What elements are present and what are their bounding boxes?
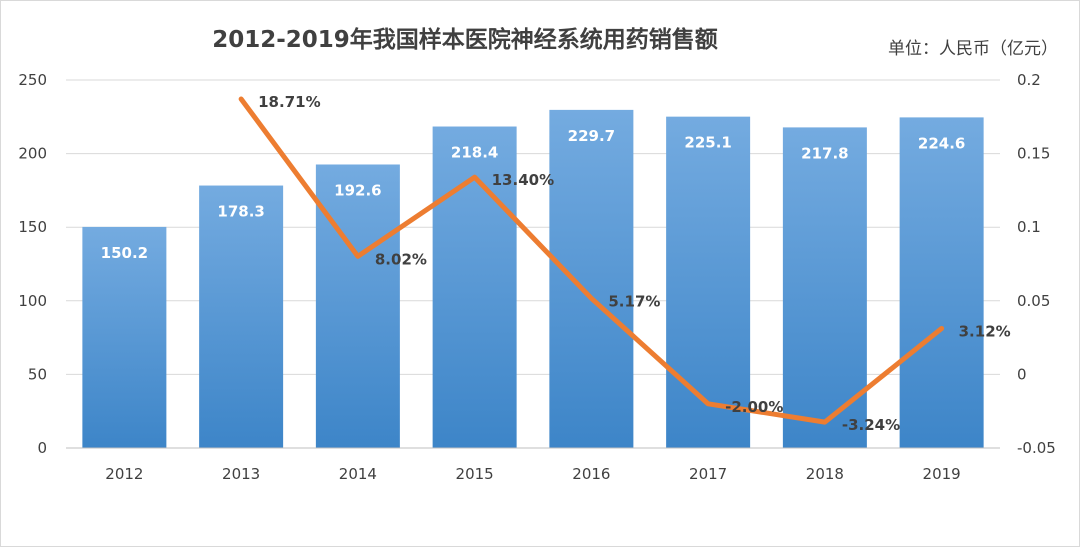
x-tick-label: 2015 — [456, 465, 494, 483]
line-data-label: 18.71% — [258, 93, 320, 111]
y-left-tick-label: 200 — [18, 145, 47, 163]
y-left-tick-label: 100 — [18, 292, 47, 310]
bar-data-label: 224.6 — [918, 134, 965, 152]
y-right-tick-label: 0.15 — [1017, 145, 1050, 163]
bar — [315, 164, 400, 448]
y-left-tick-label: 150 — [18, 218, 47, 236]
line-data-label: -2.00% — [725, 398, 783, 416]
bar — [899, 117, 984, 449]
bar-series: 150.2 178.3 192.6 218.4 229.7 225.1 217.8 224.6 — [82, 109, 984, 449]
bar-data-label: 217.8 — [801, 144, 848, 162]
x-tick-label: 2018 — [806, 465, 844, 483]
x-tick-label: 2017 — [689, 465, 727, 483]
bar-data-label: 218.4 — [451, 144, 498, 162]
y-right-tick-label: 0.1 — [1017, 218, 1041, 236]
chart-title: 2012-2019年我国样本医院神经系统用药销售额 — [212, 27, 718, 53]
unit-label: 单位：人民币（亿元） — [888, 39, 1058, 59]
bar — [666, 116, 751, 448]
x-tick-label: 2014 — [339, 465, 377, 483]
line-data-label: 13.40% — [492, 171, 554, 189]
x-tick-label: 2016 — [572, 465, 610, 483]
y-left-tick-label: 50 — [28, 365, 47, 383]
bar-data-label: 178.3 — [217, 203, 264, 221]
line-data-label: 8.02% — [375, 250, 427, 268]
y-right-tick-label: 0.2 — [1017, 71, 1041, 89]
bar — [782, 127, 867, 448]
growth-line — [238, 96, 945, 425]
bar — [199, 185, 284, 448]
y-left-tick-label: 0 — [37, 439, 47, 457]
line-data-label: 5.17% — [608, 292, 660, 310]
bar-data-label: 192.6 — [334, 181, 381, 199]
line-series: 18.71% 8.02% 13.40% 5.17% -2.00% -3.24% 3.12% — [238, 93, 1011, 434]
y-right-tick-label: 0.05 — [1017, 292, 1050, 310]
y-right-tick-label: -0.05 — [1017, 439, 1056, 457]
y-right-tick-label: 0 — [1017, 365, 1027, 383]
axes: 0 50 100 150 200 250 -0.05 0 0.05 0.1 0.15 0.2 2012 2… — [18, 71, 1055, 483]
line-data-label: 3.12% — [959, 322, 1011, 340]
x-tick-label: 2012 — [105, 465, 143, 483]
bar-data-label: 150.2 — [101, 244, 148, 262]
bar — [82, 226, 167, 448]
bar-data-label: 225.1 — [684, 134, 731, 152]
y-left-tick-label: 250 — [18, 71, 47, 89]
line-data-label: -3.24% — [842, 416, 900, 434]
bar-data-label: 229.7 — [568, 127, 615, 145]
bar — [549, 109, 634, 449]
x-tick-label: 2013 — [222, 465, 260, 483]
x-tick-label: 2019 — [923, 465, 961, 483]
